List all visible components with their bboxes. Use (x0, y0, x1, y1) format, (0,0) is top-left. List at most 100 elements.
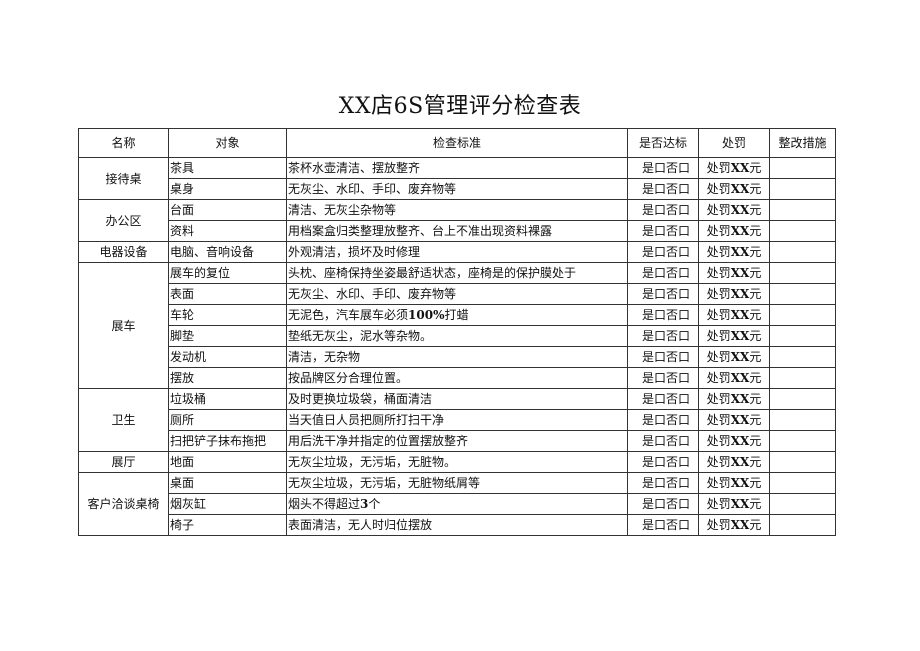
compliance-checkbox-cell: 是口否口 (627, 283, 699, 305)
penalty-prefix: 处罚 (706, 392, 731, 406)
header-name: 名称 (78, 128, 169, 158)
table-row: 桌身 无灰尘、水印、手印、废弃物等 是口否口 处罚XX元 (79, 178, 836, 200)
corrective-action-cell (769, 262, 836, 284)
criteria-cell: 无灰尘垃圾，无污垢，无脏物纸屑等 (286, 472, 628, 494)
penalty-amount: XX (730, 476, 750, 490)
object-cell: 展车的复位 (168, 262, 287, 284)
object-cell: 车轮 (168, 304, 287, 326)
header-compliance: 是否达标 (627, 128, 699, 158)
corrective-action-cell (769, 178, 836, 200)
object-cell: 台面 (168, 199, 287, 221)
penalty-prefix: 处罚 (706, 329, 731, 343)
compliance-checkbox-cell: 是口否口 (627, 346, 699, 368)
corrective-action-cell (769, 367, 836, 389)
criteria-cell: 外观清洁，损坏及时修理 (286, 241, 628, 263)
criteria-text: 垫纸无灰尘，泥水等杂物。 (288, 329, 433, 343)
penalty-amount: XX (730, 329, 750, 343)
criteria-cell: 无灰尘垃圾，无污垢，无脏物。 (286, 451, 628, 473)
penalty-suffix: 元 (749, 455, 762, 469)
penalty-prefix: 处罚 (706, 497, 731, 511)
penalty-cell: 处罚XX元 (698, 241, 770, 263)
criteria-cell: 无灰尘、水印、手印、废弃物等 (286, 178, 628, 200)
object-cell: 摆放 (168, 367, 287, 389)
compliance-checkbox-cell: 是口否口 (627, 367, 699, 389)
criteria-text: 个 (368, 497, 381, 511)
penalty-amount: XX (730, 245, 750, 259)
penalty-suffix: 元 (749, 497, 762, 511)
penalty-suffix: 元 (749, 287, 762, 301)
penalty-cell: 处罚XX元 (698, 283, 770, 305)
criteria-cell: 按品牌区分合理位置。 (286, 367, 628, 389)
criteria-text: 无灰尘、水印、手印、废弃物等 (288, 182, 457, 196)
penalty-cell: 处罚XX元 (698, 472, 770, 494)
criteria-cell: 清洁、无灰尘杂物等 (286, 199, 628, 221)
criteria-text: 无泥色，汽车展车必须 (288, 308, 409, 322)
table-row: 展厅 地面 无灰尘垃圾，无污垢，无脏物。 是口否口 处罚XX元 (78, 451, 836, 473)
penalty-prefix: 处罚 (706, 182, 731, 196)
penalty-suffix: 元 (749, 518, 762, 532)
object-cell: 地面 (168, 451, 287, 473)
penalty-amount: XX (730, 371, 750, 385)
compliance-checkbox-cell: 是口否口 (627, 514, 699, 536)
criteria-text: 无灰尘垃圾，无污垢，无脏物。 (288, 455, 457, 469)
category-cell: 展厅 (78, 451, 169, 473)
object-cell: 桌身 (168, 178, 287, 200)
penalty-suffix: 元 (749, 266, 762, 280)
header-corrective-action: 整改措施 (769, 128, 836, 158)
penalty-amount: XX (730, 413, 750, 427)
penalty-prefix: 处罚 (706, 371, 731, 385)
penalty-amount: XX (730, 308, 750, 322)
criteria-cell: 用后洗干净并指定的位置摆放整齐 (286, 430, 628, 452)
table-row: 电器设备 电脑、音响设备 外观清洁，损坏及时修理 是口否口 处罚XX元 (78, 241, 836, 263)
criteria-text: 用档案盒归类整理放整齐、台上不准出现资料裸露 (288, 224, 553, 238)
penalty-prefix: 处罚 (706, 266, 731, 280)
criteria-text: 表面清洁，无人时归位摆放 (288, 518, 433, 532)
criteria-text: 无灰尘、水印、手印、废弃物等 (288, 287, 457, 301)
table-row: 资料 用档案盒归类整理放整齐、台上不准出现资料裸露 是口否口 处罚XX元 (79, 220, 836, 242)
table-row: 办公区 台面 清洁、无灰尘杂物等 是口否口 处罚XX元 (78, 199, 836, 242)
table-row: 展车 展车的复位 头枕、座椅保持坐姿最舒适状态，座椅是的保护膜处于 是口否口 处罚XX元 (78, 262, 836, 389)
penalty-cell: 处罚XX元 (698, 388, 770, 410)
penalty-amount: XX (730, 182, 750, 196)
table-row: 扫把铲子抹布拖把 用后洗干净并指定的位置摆放整齐 是口否口 处罚XX元 (79, 430, 836, 452)
penalty-amount: XX (730, 266, 750, 280)
criteria-text: 按品牌区分合理位置。 (288, 371, 409, 385)
compliance-checkbox-cell: 是口否口 (627, 325, 699, 347)
penalty-cell: 处罚XX元 (698, 304, 770, 326)
corrective-action-cell (769, 472, 836, 494)
category-cell: 办公区 (78, 199, 169, 242)
compliance-checkbox-cell: 是口否口 (627, 220, 699, 242)
penalty-prefix: 处罚 (706, 476, 731, 490)
penalty-cell: 处罚XX元 (698, 451, 770, 473)
penalty-cell: 处罚XX元 (698, 409, 770, 431)
criteria-cell: 无泥色，汽车展车必须100%打蜡 (286, 304, 628, 326)
penalty-suffix: 元 (749, 350, 762, 364)
object-cell: 资料 (168, 220, 287, 242)
penalty-amount: XX (730, 224, 750, 238)
criteria-cell: 茶杯水壶清洁、摆放整齐 (286, 157, 628, 179)
table-row: 烟灰缸 烟头不得超过3个 是口否口 处罚XX元 (79, 493, 836, 515)
penalty-suffix: 元 (749, 329, 762, 343)
penalty-prefix: 处罚 (706, 413, 731, 427)
object-cell: 椅子 (168, 514, 287, 536)
penalty-cell: 处罚XX元 (698, 199, 770, 221)
criteria-text: 茶杯水壶清洁、摆放整齐 (288, 161, 421, 175)
corrective-action-cell (769, 388, 836, 410)
header-object: 对象 (168, 128, 287, 158)
penalty-prefix: 处罚 (706, 203, 731, 217)
penalty-prefix: 处罚 (706, 308, 731, 322)
page-title: XX店6S管理评分检查表 (338, 94, 582, 119)
header-criteria: 检查标准 (286, 128, 628, 158)
object-cell: 脚垫 (168, 325, 287, 347)
penalty-suffix: 元 (749, 245, 762, 259)
criteria-cell: 当天值日人员把厕所打扫干净 (286, 409, 628, 431)
penalty-suffix: 元 (749, 161, 762, 175)
corrective-action-cell (769, 220, 836, 242)
criteria-text: 无灰尘垃圾，无污垢，无脏物纸屑等 (288, 476, 481, 490)
criteria-text: 清洁、无灰尘杂物等 (288, 203, 397, 217)
penalty-suffix: 元 (749, 371, 762, 385)
corrective-action-cell (769, 346, 836, 368)
penalty-suffix: 元 (749, 224, 762, 238)
penalty-cell: 处罚XX元 (698, 430, 770, 452)
penalty-cell: 处罚XX元 (698, 325, 770, 347)
